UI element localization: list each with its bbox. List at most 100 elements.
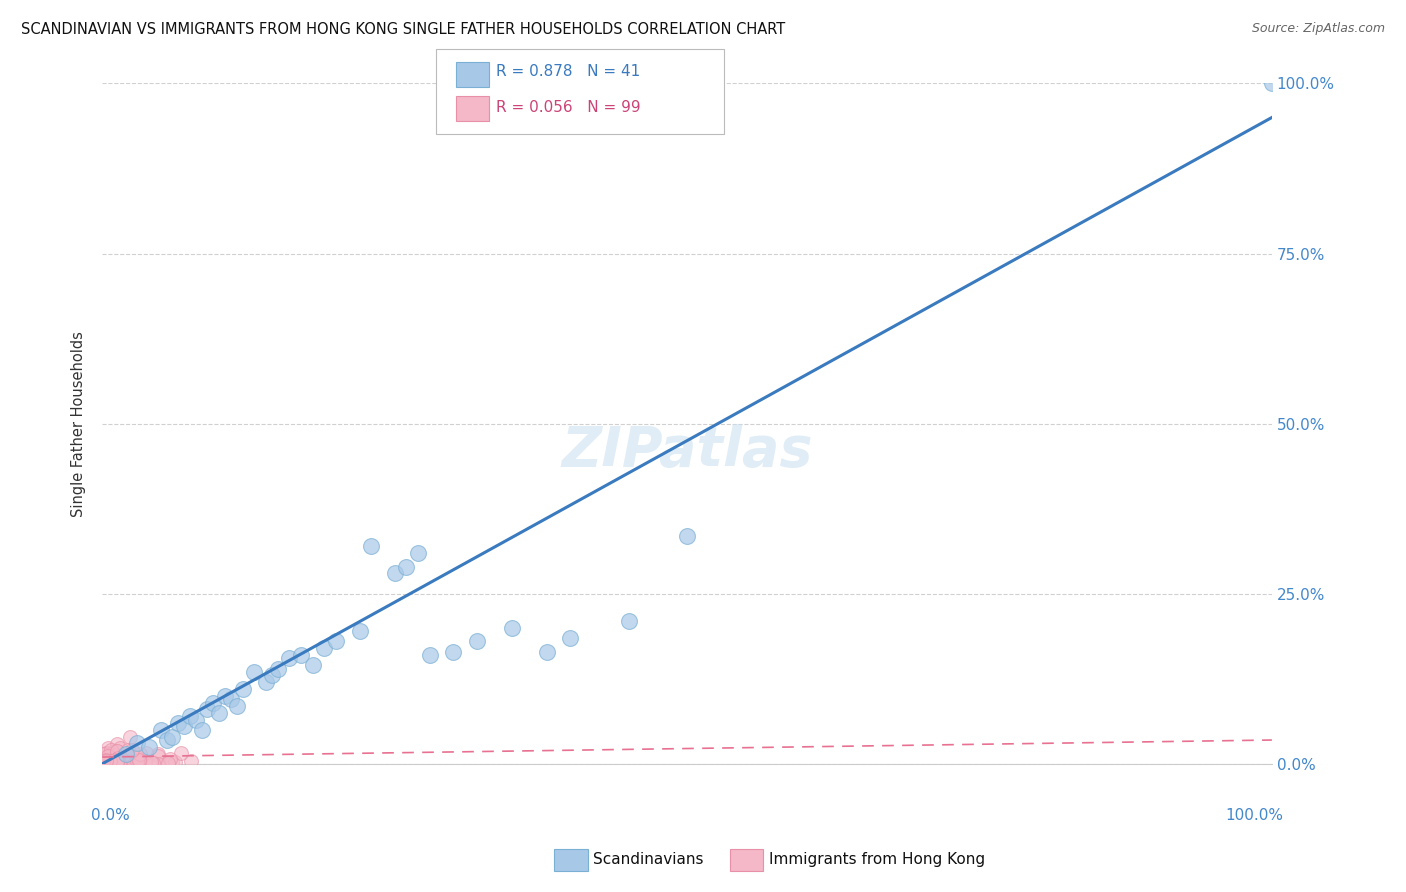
Point bbox=[121, 747, 143, 762]
Point bbox=[120, 752, 142, 766]
Point bbox=[97, 748, 120, 763]
Point bbox=[129, 747, 152, 762]
Point bbox=[101, 746, 124, 760]
Point bbox=[112, 754, 135, 768]
Point bbox=[419, 648, 441, 662]
Point bbox=[93, 751, 115, 765]
Point bbox=[114, 747, 136, 761]
Point bbox=[97, 752, 120, 766]
Point bbox=[93, 753, 115, 767]
Point bbox=[105, 744, 128, 758]
Point bbox=[128, 756, 150, 770]
Point bbox=[98, 751, 121, 765]
Point bbox=[146, 756, 169, 771]
Point bbox=[202, 696, 225, 710]
Point bbox=[122, 756, 145, 771]
Point bbox=[122, 756, 145, 771]
Point bbox=[179, 709, 201, 723]
Point bbox=[162, 730, 184, 744]
Text: R = 0.878   N = 41: R = 0.878 N = 41 bbox=[496, 64, 641, 78]
Point bbox=[110, 756, 132, 770]
Point bbox=[167, 716, 190, 731]
Point bbox=[94, 756, 117, 771]
Point bbox=[127, 749, 149, 764]
Point bbox=[94, 746, 117, 760]
Point bbox=[676, 529, 699, 543]
Point bbox=[501, 621, 523, 635]
Point bbox=[290, 648, 312, 662]
Point bbox=[108, 741, 131, 756]
Point bbox=[156, 756, 179, 771]
Point bbox=[173, 719, 195, 733]
Point bbox=[91, 756, 114, 770]
Point bbox=[441, 644, 464, 658]
Text: 0.0%: 0.0% bbox=[90, 808, 129, 823]
Point bbox=[301, 658, 323, 673]
Point bbox=[107, 756, 129, 771]
Point bbox=[104, 753, 127, 767]
Point bbox=[360, 539, 382, 553]
Point bbox=[105, 755, 128, 769]
Point bbox=[243, 665, 266, 679]
Point bbox=[104, 756, 127, 771]
Point bbox=[149, 723, 172, 737]
Point bbox=[219, 692, 242, 706]
Point bbox=[148, 748, 170, 763]
Point bbox=[100, 756, 122, 771]
Point bbox=[98, 752, 121, 766]
Point bbox=[121, 747, 143, 762]
Point bbox=[117, 756, 139, 770]
Point bbox=[97, 741, 120, 756]
Point bbox=[536, 644, 558, 658]
Point bbox=[91, 755, 114, 769]
Point bbox=[118, 756, 141, 771]
Text: Immigrants from Hong Kong: Immigrants from Hong Kong bbox=[769, 853, 986, 867]
Point bbox=[138, 739, 160, 754]
Point bbox=[349, 624, 371, 639]
Point bbox=[107, 749, 129, 764]
Point bbox=[129, 754, 152, 768]
Point bbox=[142, 756, 165, 770]
Point bbox=[125, 750, 148, 764]
Point bbox=[162, 756, 184, 770]
Point bbox=[278, 651, 301, 665]
Point bbox=[105, 755, 128, 769]
Point bbox=[117, 743, 139, 757]
Point bbox=[96, 753, 118, 767]
Point bbox=[120, 730, 142, 744]
Point bbox=[101, 752, 124, 766]
Point bbox=[104, 756, 127, 770]
Point bbox=[105, 756, 128, 771]
Point bbox=[104, 754, 127, 768]
Point bbox=[104, 755, 127, 769]
Point bbox=[139, 756, 162, 770]
Point bbox=[314, 641, 336, 656]
Point bbox=[163, 756, 186, 770]
Point bbox=[100, 742, 122, 756]
Point bbox=[266, 662, 288, 676]
Point bbox=[127, 754, 149, 768]
Point bbox=[94, 754, 117, 768]
Point bbox=[180, 754, 202, 768]
Point bbox=[97, 755, 120, 769]
Point bbox=[254, 675, 277, 690]
Point bbox=[110, 752, 132, 766]
Point bbox=[103, 756, 125, 771]
Point bbox=[96, 755, 118, 769]
Text: ZIPatlas: ZIPatlas bbox=[561, 424, 813, 478]
Point bbox=[105, 747, 128, 762]
Point bbox=[107, 751, 129, 765]
Point bbox=[104, 756, 127, 771]
Point bbox=[118, 754, 141, 768]
Point bbox=[105, 756, 128, 770]
Point bbox=[112, 756, 135, 770]
Point bbox=[135, 746, 157, 760]
Point bbox=[155, 733, 177, 747]
Point bbox=[197, 702, 219, 716]
Point bbox=[1261, 77, 1284, 91]
Point bbox=[108, 756, 131, 771]
Y-axis label: Single Father Households: Single Father Households bbox=[72, 331, 86, 516]
Point bbox=[93, 747, 115, 761]
Point bbox=[153, 756, 176, 770]
Point bbox=[184, 713, 207, 727]
